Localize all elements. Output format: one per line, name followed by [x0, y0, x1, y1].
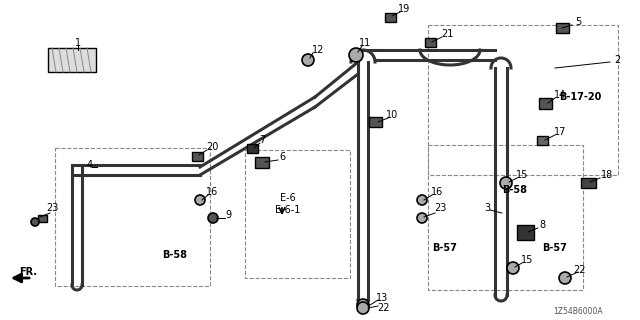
Text: 19: 19 [398, 4, 410, 14]
Circle shape [195, 195, 205, 205]
Bar [48, 48, 96, 72]
Circle shape [500, 177, 512, 189]
Text: 22: 22 [377, 303, 389, 313]
Text: 4: 4 [87, 160, 93, 170]
Bar [246, 143, 257, 153]
Text: 5: 5 [575, 17, 581, 27]
Bar [428, 145, 583, 290]
Bar [538, 98, 552, 108]
Bar [536, 135, 547, 145]
Text: 17: 17 [554, 127, 566, 137]
Text: 22: 22 [573, 265, 586, 275]
Circle shape [417, 213, 427, 223]
Text: 20: 20 [206, 142, 218, 152]
Bar [580, 178, 595, 188]
Text: 1: 1 [75, 38, 81, 48]
Bar [191, 151, 202, 161]
Text: 3: 3 [484, 203, 490, 213]
Bar [428, 25, 618, 175]
Circle shape [357, 302, 369, 314]
Text: E-6: E-6 [280, 193, 296, 203]
Text: 7: 7 [259, 135, 265, 145]
Text: 14: 14 [554, 90, 566, 100]
Text: 12: 12 [312, 45, 324, 55]
Text: 1Z54B6000A: 1Z54B6000A [553, 308, 603, 316]
Bar [245, 150, 350, 278]
Text: 21: 21 [441, 29, 453, 39]
Bar [556, 23, 568, 33]
Text: 23: 23 [434, 203, 446, 213]
Circle shape [349, 48, 363, 62]
Text: 13: 13 [376, 293, 388, 303]
Circle shape [417, 195, 427, 205]
Text: 15: 15 [516, 170, 528, 180]
Text: 8: 8 [539, 220, 545, 230]
Text: B-58: B-58 [502, 185, 527, 195]
Text: 6: 6 [279, 152, 285, 162]
Circle shape [559, 272, 571, 284]
Circle shape [357, 299, 369, 311]
Bar [38, 214, 47, 221]
Circle shape [208, 213, 218, 223]
Text: B-57: B-57 [543, 243, 568, 253]
Bar [55, 148, 210, 286]
Text: 23: 23 [46, 203, 58, 213]
Bar [255, 156, 269, 167]
Circle shape [507, 262, 519, 274]
Circle shape [302, 54, 314, 66]
Text: 16: 16 [206, 187, 218, 197]
Bar [385, 12, 396, 21]
Text: 9: 9 [225, 210, 231, 220]
Text: 2: 2 [614, 55, 620, 65]
Text: 16: 16 [431, 187, 443, 197]
Text: B-17-20: B-17-20 [559, 92, 601, 102]
Text: E-6-1: E-6-1 [275, 205, 301, 215]
Text: 11: 11 [359, 38, 371, 48]
Text: 10: 10 [386, 110, 398, 120]
Bar [516, 225, 534, 239]
Text: 18: 18 [601, 170, 613, 180]
Text: FR.: FR. [19, 267, 37, 277]
Text: 15: 15 [521, 255, 533, 265]
Bar [424, 37, 435, 46]
Bar [369, 117, 381, 127]
Text: B-57: B-57 [433, 243, 458, 253]
Text: B-58: B-58 [163, 250, 188, 260]
Circle shape [31, 218, 39, 226]
